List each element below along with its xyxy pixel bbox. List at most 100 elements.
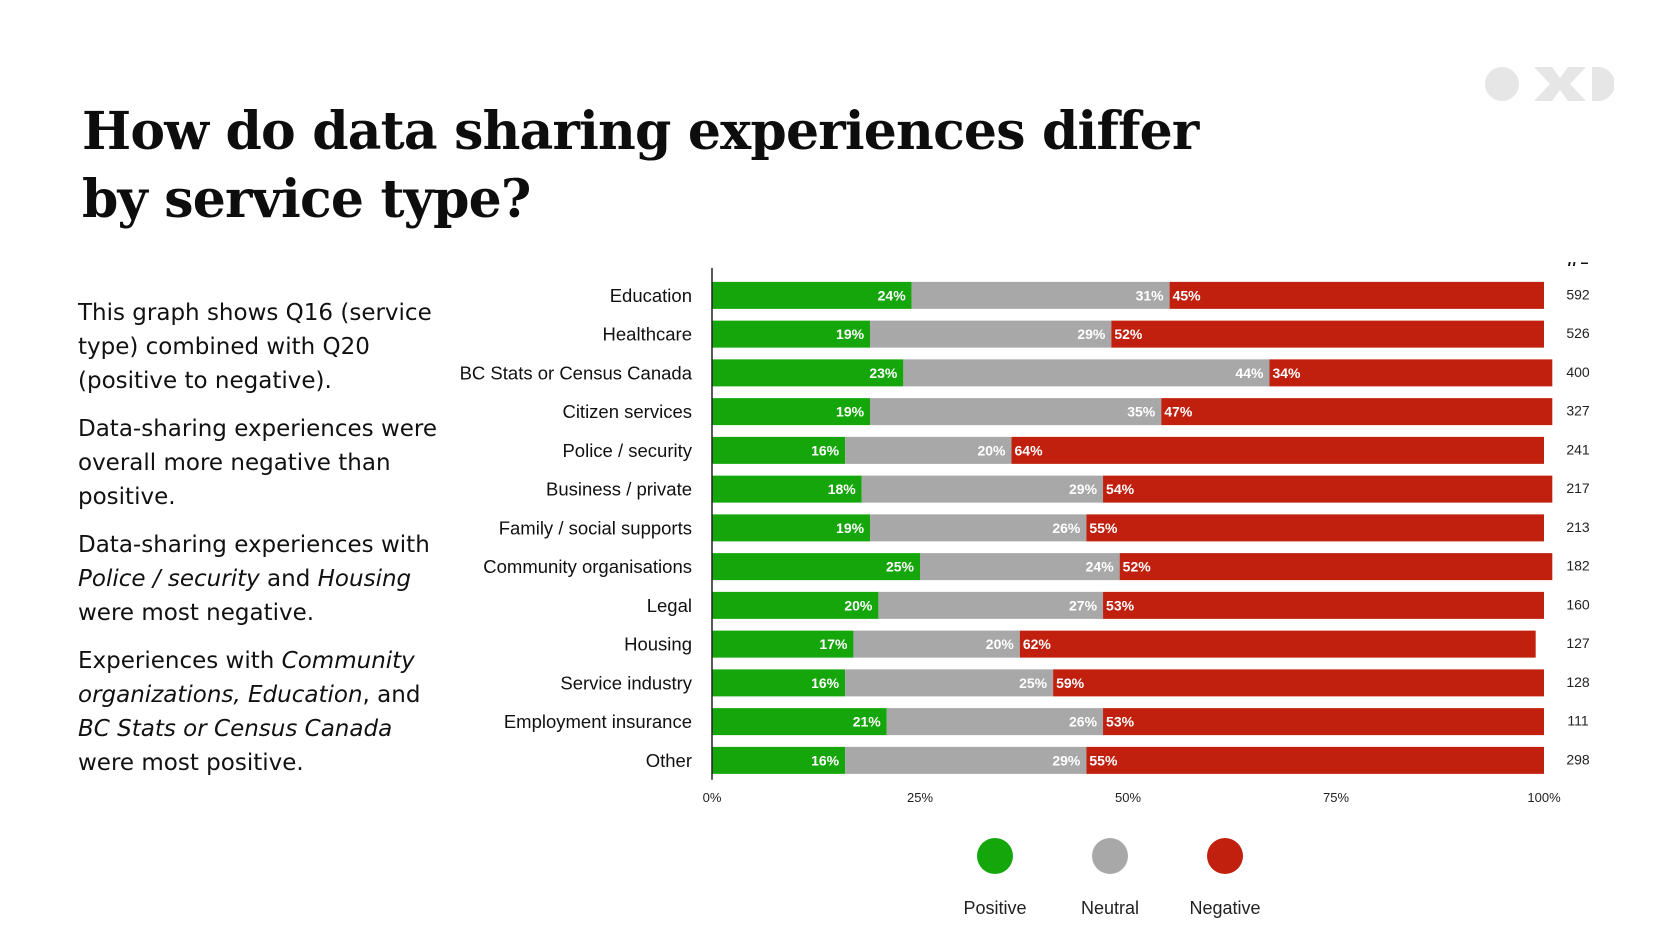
data-label-neutral-bc-stats-or-census-canada: 44% — [1235, 365, 1264, 381]
n-value-other: 298 — [1566, 751, 1590, 767]
page-title: How do data sharing experiences differ b… — [82, 101, 1199, 230]
bar-negative-service-industry — [1053, 669, 1544, 697]
data-label-positive-citizen-services: 19% — [836, 404, 865, 420]
data-label-positive-healthcare: 19% — [836, 326, 865, 342]
legend-neutral-label: Neutral — [1080, 898, 1140, 918]
stacked-bar-chart: Education 24% 31% 45% 592 Healthcare 19% 29% 52%… — [460, 262, 1590, 805]
n-value-service-industry: 128 — [1566, 674, 1590, 690]
data-label-neutral-education: 31% — [1136, 287, 1165, 303]
category-label-employment-insurance: Employment insurance — [504, 711, 692, 732]
bar-positive-service-industry — [712, 669, 846, 697]
n-value-family-social-supports: 213 — [1566, 519, 1590, 535]
note-3-police-security: Police / security — [78, 566, 260, 592]
bar-negative-healthcare — [1111, 320, 1544, 348]
category-label-other: Other — [646, 750, 692, 771]
bar-positive-healthcare — [712, 320, 871, 348]
data-label-positive-other: 16% — [811, 752, 840, 768]
n-value-police-security: 241 — [1566, 441, 1590, 457]
note-4-text-3: were most positive. — [78, 750, 304, 776]
data-label-neutral-legal: 27% — [1069, 597, 1098, 613]
bar-negative-legal — [1103, 591, 1544, 619]
note-1: This graph shows Q16 (service type) comb… — [78, 296, 438, 398]
data-label-neutral-healthcare: 29% — [1077, 326, 1106, 342]
bar-negative-bc-stats-or-census-canada — [1269, 359, 1553, 387]
legend-positive-label: Positive — [963, 898, 1027, 918]
bar-negative-citizen-services — [1161, 398, 1553, 426]
legend-neutral: Neutral — [1055, 838, 1165, 919]
data-label-positive-community-organisations: 25% — [886, 559, 915, 575]
logo-x — [1534, 67, 1586, 101]
chart-legend: Positive Neutral Negative — [940, 838, 1300, 928]
bar-negative-police-security — [1011, 436, 1544, 464]
data-label-neutral-employment-insurance: 26% — [1069, 714, 1098, 730]
n-header: n = — [1568, 262, 1589, 269]
note-4-community-education: Community organizations, Education — [78, 648, 415, 708]
data-label-negative-police-security: 64% — [1015, 442, 1044, 458]
data-label-positive-legal: 20% — [844, 597, 873, 613]
legend-positive: Positive — [940, 838, 1050, 919]
category-label-housing: Housing — [624, 634, 692, 655]
note-3-housing: Housing — [317, 566, 412, 592]
legend-negative-swatch — [1207, 838, 1243, 874]
category-label-bc-stats-or-census-canada: BC Stats or Census Canada — [460, 362, 693, 383]
note-3-text-1: Data-sharing experiences with — [78, 532, 430, 558]
legend-negative-label: Negative — [1189, 898, 1261, 918]
bar-positive-citizen-services — [712, 398, 871, 426]
category-label-police-security: Police / security — [562, 440, 692, 461]
n-value-healthcare: 526 — [1566, 325, 1590, 341]
data-label-negative-legal: 53% — [1106, 597, 1135, 613]
data-label-positive-bc-stats-or-census-canada: 23% — [869, 365, 898, 381]
note-4-text-2: , and — [362, 682, 421, 708]
logo-d — [1592, 67, 1614, 101]
note-3-text-3: were most negative. — [78, 600, 315, 626]
bar-positive-police-security — [712, 436, 846, 464]
bar-neutral-police-security — [845, 436, 1012, 464]
data-label-negative-family-social-supports: 55% — [1089, 520, 1118, 536]
bar-neutral-service-industry — [845, 669, 1054, 697]
note-1-text-1: This graph shows Q16 (service type) comb… — [78, 300, 432, 394]
bar-positive-housing — [712, 630, 854, 658]
data-label-positive-family-social-supports: 19% — [836, 520, 865, 536]
bar-negative-housing — [1019, 630, 1536, 658]
bar-neutral-business-private — [861, 475, 1104, 503]
note-2: Data-sharing experiences were overall mo… — [78, 412, 438, 514]
bar-positive-business-private — [712, 475, 862, 503]
data-label-negative-business-private: 54% — [1106, 481, 1135, 497]
data-label-negative-employment-insurance: 53% — [1106, 714, 1135, 730]
x-tick-label-25: 25% — [907, 790, 933, 805]
data-label-negative-bc-stats-or-census-canada: 34% — [1272, 365, 1301, 381]
data-label-neutral-family-social-supports: 26% — [1052, 520, 1081, 536]
bar-negative-community-organisations — [1119, 553, 1553, 581]
category-label-legal: Legal — [647, 595, 692, 616]
category-label-healthcare: Healthcare — [603, 324, 692, 345]
oxd-logo — [1485, 67, 1614, 101]
data-label-negative-other: 55% — [1089, 752, 1118, 768]
data-label-negative-citizen-services: 47% — [1164, 404, 1193, 420]
data-label-positive-service-industry: 16% — [811, 675, 840, 691]
category-label-family-social-supports: Family / social supports — [499, 517, 692, 538]
data-label-negative-healthcare: 52% — [1114, 326, 1143, 342]
category-label-citizen-services: Citizen services — [562, 401, 692, 422]
bar-positive-legal — [712, 591, 879, 619]
data-label-neutral-service-industry: 25% — [1019, 675, 1048, 691]
note-4-bc-stats: BC Stats or Census Canada — [78, 716, 393, 742]
bar-neutral-housing — [853, 630, 1020, 658]
note-3-text-2: and — [259, 566, 318, 592]
x-tick-label-100: 100% — [1527, 790, 1561, 805]
note-4-text-1: Experiences with — [78, 648, 282, 674]
bar-neutral-other — [845, 746, 1087, 774]
legend-positive-swatch — [977, 838, 1013, 874]
bar-neutral-healthcare — [870, 320, 1112, 348]
data-label-neutral-housing: 20% — [986, 636, 1015, 652]
data-label-negative-housing: 62% — [1023, 636, 1052, 652]
n-value-employment-insurance: 111 — [1567, 713, 1588, 729]
n-value-business-private: 217 — [1566, 480, 1590, 496]
data-label-negative-education: 45% — [1173, 287, 1202, 303]
data-label-neutral-other: 29% — [1052, 752, 1081, 768]
logo-circle — [1485, 67, 1519, 101]
category-label-business-private: Business / private — [546, 479, 692, 500]
description-notes: This graph shows Q16 (service type) comb… — [78, 296, 438, 794]
x-tick-label-50: 50% — [1115, 790, 1141, 805]
bar-neutral-employment-insurance — [886, 708, 1104, 736]
data-label-negative-service-industry: 59% — [1056, 675, 1085, 691]
